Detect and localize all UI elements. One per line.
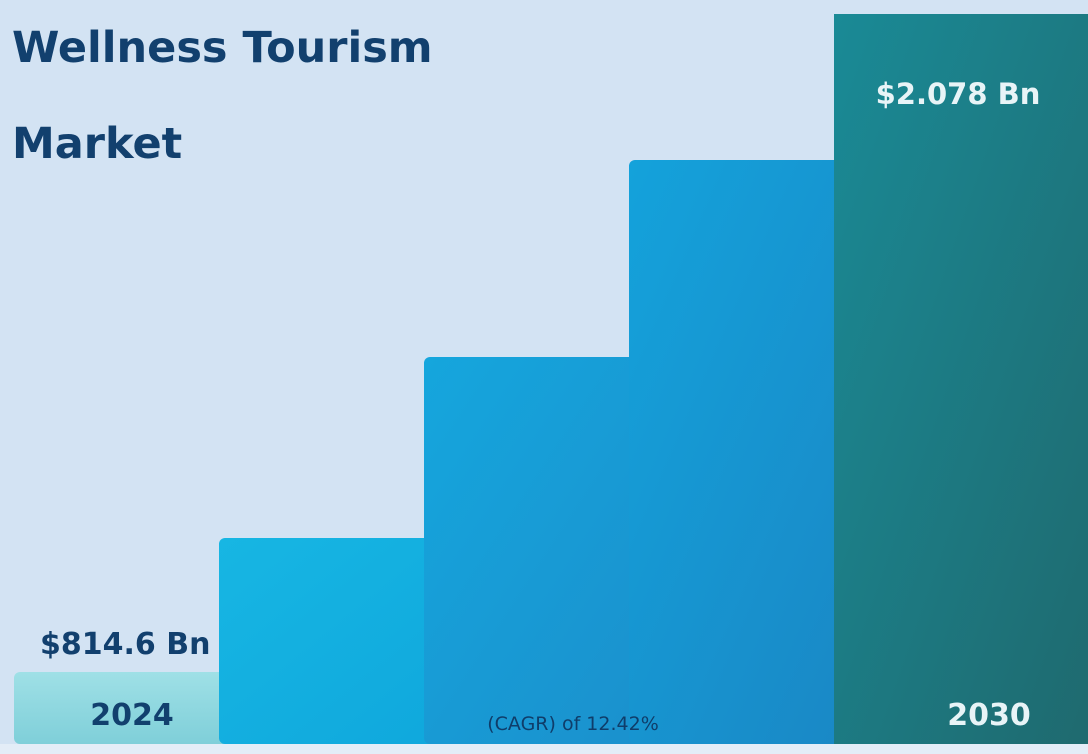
chart-title-line-2: Market (12, 119, 182, 169)
data-label-2024: $814.6 Bn (40, 627, 210, 662)
chart-title-line-1: Wellness Tourism (12, 23, 433, 73)
cagr-annotation: (CAGR) of 12.42% (487, 713, 659, 735)
bars-group (0, 14, 1088, 754)
data-label-2030: $2.078 Bn (876, 77, 1041, 111)
bar-1 (14, 672, 268, 744)
baseline (0, 744, 1088, 754)
bar-4 (629, 160, 883, 744)
category-label-2024: 2024 (90, 698, 174, 733)
bar-3 (424, 357, 678, 744)
bar-2 (219, 538, 473, 744)
category-label-2030: 2030 (947, 698, 1031, 733)
bar-5 (834, 14, 1088, 744)
